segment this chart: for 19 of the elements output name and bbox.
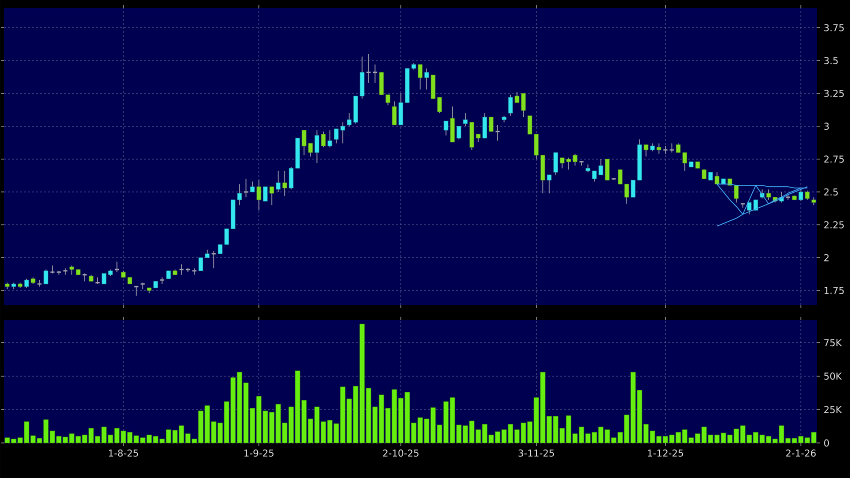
x-tick-label: 2-10-25	[383, 449, 418, 457]
y-tick-label: 25K	[824, 406, 842, 414]
y-tick-label: 2.75	[824, 156, 844, 163]
x-tick-label: 1-12-25	[648, 449, 684, 457]
x-tick-label: 3-11-25	[518, 449, 554, 457]
x-tick-label: 2-1-26	[786, 449, 816, 457]
y-tick-label: 0	[824, 439, 829, 447]
y-tick-label: 2.25	[824, 221, 844, 228]
x-tick-label: 1-9-25	[244, 449, 274, 457]
y-tick-label: 50K	[824, 372, 842, 380]
y-tick-label: 3.75	[824, 24, 844, 32]
y-tick-label: 2	[824, 254, 829, 262]
y-tick-label: 75K	[824, 339, 842, 346]
y-tick-label: 2.5	[824, 188, 838, 196]
x-tick-label: 1-8-25	[108, 449, 138, 457]
y-tick-label: 3	[824, 122, 829, 130]
y-tick-label: 3.25	[824, 90, 844, 97]
y-tick-label: 1.75	[824, 287, 844, 294]
y-tick-label: 3.5	[824, 56, 838, 64]
